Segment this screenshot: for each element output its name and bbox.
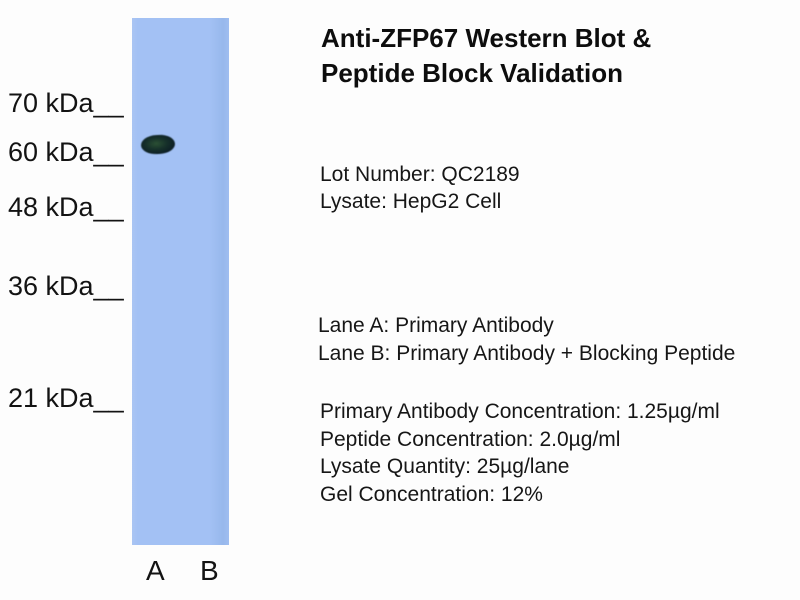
gel-concentration-text: Gel Concentration: 12% xyxy=(320,482,543,506)
marker-70kda: 70 kDa__ xyxy=(8,88,124,118)
experimental-conditions: Primary Antibody Concentration: 1.25µg/m… xyxy=(320,398,720,508)
gel-lane-strip xyxy=(132,18,229,545)
sample-info: Lot Number: QC2189 Lysate: HepG2 Cell xyxy=(320,161,520,215)
lysate-text: Lysate: HepG2 Cell xyxy=(320,190,502,213)
marker-21kda: 21 kDa__ xyxy=(8,383,124,413)
lane-b-description: Lane B: Primary Antibody + Blocking Pept… xyxy=(318,342,736,365)
lane-label-b: B xyxy=(200,555,219,586)
lane-a-description: Lane A: Primary Antibody xyxy=(318,314,554,337)
marker-60kda: 60 kDa__ xyxy=(8,137,124,167)
figure-title-line2: Peptide Block Validation xyxy=(321,58,623,88)
marker-36kda: 36 kDa__ xyxy=(8,271,124,301)
peptide-concentration-text: Peptide Concentration: 2.0µg/ml xyxy=(320,427,621,451)
lane-label-a: A xyxy=(146,555,165,586)
figure-title-line1: Anti-ZFP67 Western Blot & xyxy=(321,23,652,53)
lot-number-text: Lot Number: QC2189 xyxy=(320,163,520,186)
primary-antibody-concentration-text: Primary Antibody Concentration: 1.25µg/m… xyxy=(320,400,720,423)
lane-descriptions: Lane A: Primary Antibody Lane B: Primary… xyxy=(318,312,735,368)
marker-48kda: 48 kDa__ xyxy=(8,192,124,222)
lysate-quantity-text: Lysate Quantity: 25µg/lane xyxy=(320,455,570,478)
figure-title: Anti-ZFP67 Western Blot & Peptide Block … xyxy=(321,21,651,91)
